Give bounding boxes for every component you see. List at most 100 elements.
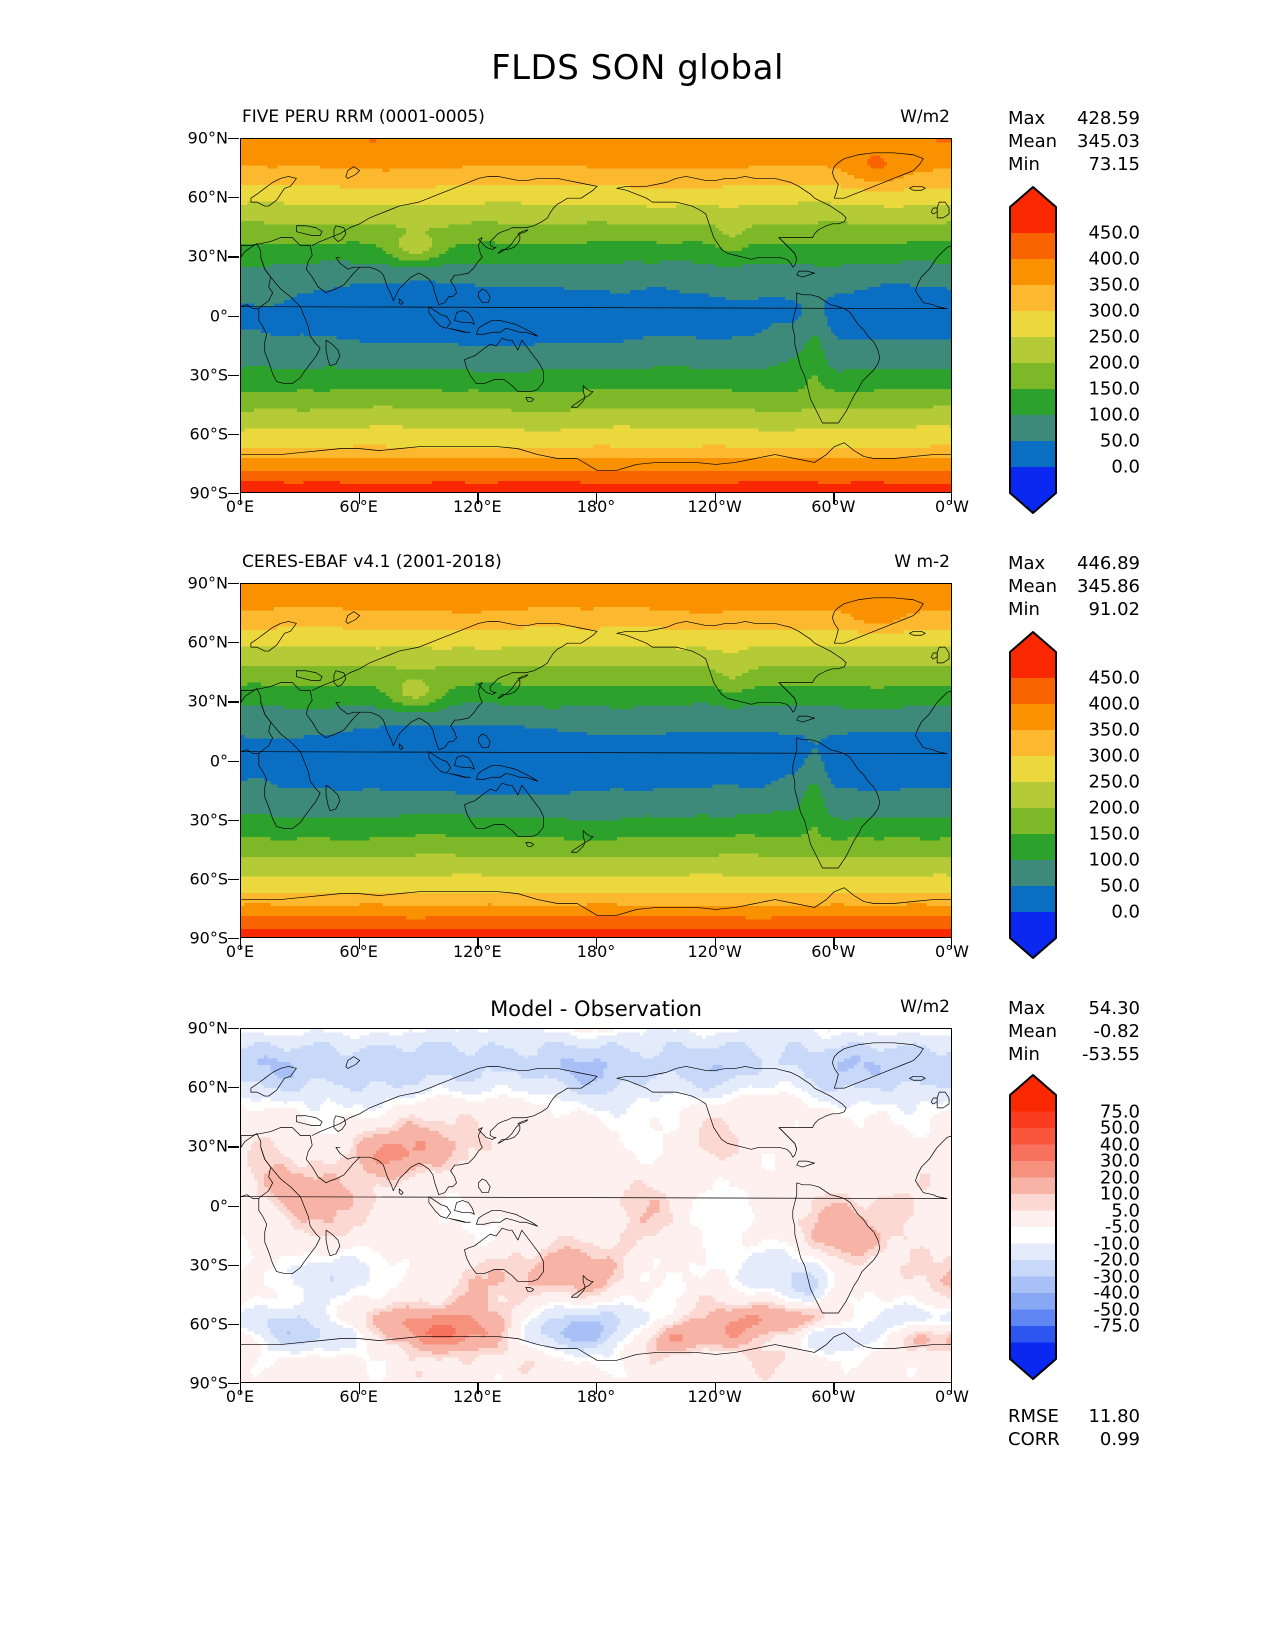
x-axis-tick-label: 120°E	[453, 1387, 502, 1406]
map-plot-observation	[240, 583, 952, 938]
y-axis-tick	[228, 493, 239, 495]
y-axis-tick-label: 90°S	[189, 1373, 228, 1393]
x-axis-tick	[477, 1383, 479, 1394]
colorbar-tick-label: 200.0	[1088, 797, 1140, 819]
stat-value: 446.89	[1077, 553, 1140, 574]
y-axis-tick-label: 30°N	[187, 246, 228, 266]
map-svg-observation	[241, 584, 951, 937]
x-axis-tick-label: 0°E	[225, 942, 255, 961]
colorbar-tick-label: 0.0	[1111, 456, 1140, 478]
y-axis-tick-label: 90°N	[187, 573, 228, 593]
stat-label: Mean	[1008, 131, 1058, 152]
y-axis-tick-label: 30°N	[187, 1136, 228, 1156]
panel-title-label: Model - Observation	[490, 997, 702, 1021]
y-axis-labels: 90°N 60°N 30°N 0° 30°S 60°S 90°S	[150, 574, 234, 948]
y-axis-tick-label: 60°N	[187, 1077, 228, 1097]
stat-value: 345.86	[1077, 576, 1140, 597]
y-axis-tick-label: 0°	[209, 306, 228, 325]
panel-units-label: W m-2	[894, 552, 950, 572]
y-axis-tick	[228, 315, 239, 317]
stat-row: Mean 345.03	[1008, 130, 1140, 153]
x-axis-tick	[833, 938, 835, 949]
x-axis-tick	[240, 1383, 242, 1394]
page-title: FLDS SON global	[491, 48, 784, 88]
stat-row: Max 446.89	[1008, 552, 1140, 575]
colorbar-observation: 450.0 400.0 350.0 300.0 250.0 200.0 150.0 100.0…	[1008, 630, 1140, 960]
y-axis-tick	[228, 642, 239, 644]
stat-value: 345.03	[1077, 131, 1140, 152]
x-axis-tick-label: 60°W	[811, 942, 856, 961]
y-axis-tick	[228, 1323, 239, 1326]
y-axis-tick-label: 60°N	[187, 632, 228, 652]
colorbar-tick-label: 450.0	[1088, 667, 1140, 689]
colorbar-tick-label: 300.0	[1088, 745, 1140, 767]
colorbar-tick-label: 50.0	[1099, 875, 1140, 897]
x-axis-tick	[240, 938, 242, 949]
y-axis-labels: 90°N 60°N 30°N 0° 30°S 60°S 90°S	[150, 1019, 234, 1393]
x-axis-tick	[596, 1383, 598, 1394]
colorbar-tick-label: 450.0	[1088, 222, 1140, 244]
stat-label: Max	[1008, 108, 1046, 129]
x-axis-tick-label: 120°W	[687, 1387, 742, 1406]
colorbar-tick-label: 350.0	[1088, 719, 1140, 741]
colorbar-tick-label: 75.0	[1099, 1101, 1140, 1122]
colorbar-svg	[1009, 186, 1057, 514]
stat-label: Min	[1008, 599, 1040, 620]
colorbar-tick-label: -50.0	[1093, 1299, 1140, 1320]
y-axis-tick-label: 90°S	[189, 483, 228, 503]
x-axis-tick-label: 0°E	[225, 497, 255, 516]
footer-stat-label: RMSE	[1008, 1406, 1059, 1427]
y-axis-tick-label: 30°S	[189, 365, 228, 385]
x-axis-tick-label: 120°W	[687, 497, 742, 516]
map-plot-model	[240, 138, 952, 493]
y-axis-tick	[228, 138, 239, 140]
stat-row: Min 91.02	[1008, 598, 1140, 621]
footer-stat-value: 11.80	[1088, 1406, 1140, 1427]
x-axis-tick-label: 120°E	[453, 942, 502, 961]
stat-row: Min 73.15	[1008, 153, 1140, 176]
colorbar-tick-label: -20.0	[1093, 1249, 1140, 1271]
y-axis-tick	[228, 1205, 239, 1207]
x-axis-tick	[240, 493, 242, 504]
y-axis-tick	[228, 938, 239, 940]
y-axis-tick-label: 60°S	[189, 869, 228, 889]
colorbar-difference: 75.0 50.0 40.0 30.0 20.0 10.0 5.0 -5.0 -10.0 -20.…	[1008, 1073, 1140, 1381]
y-axis-tick-label: 60°S	[189, 424, 228, 444]
x-axis-tick	[950, 938, 952, 949]
footer-stat-value: 0.99	[1099, 1429, 1140, 1450]
y-axis-tick	[228, 760, 239, 762]
x-axis-tick-label: 60°W	[811, 497, 856, 516]
colorbar-tick-label: 5.0	[1111, 1200, 1140, 1221]
panel-units-label: W/m2	[900, 107, 950, 127]
panel-header: FIVE PERU RRM (0001-0005) W/m2	[240, 105, 952, 133]
y-axis-tick	[228, 1383, 239, 1385]
y-axis-tick	[228, 374, 239, 376]
y-axis-tick	[228, 433, 239, 436]
y-axis-tick-label: 90°N	[187, 1018, 228, 1038]
stat-value: 73.15	[1088, 154, 1140, 175]
panel-source-label: CERES-EBAF v4.1 (2001-2018)	[242, 552, 502, 572]
x-axis-tick-label: 0°W	[935, 497, 969, 516]
stat-label: Mean	[1008, 1021, 1058, 1042]
x-axis-labels: 0°E 60°E 120°E 180° 120°W 60°W 0°W	[226, 1387, 969, 1413]
footer-stat-row: CORR 0.99	[1008, 1428, 1140, 1451]
colorbar-tick-label: 50.0	[1099, 1117, 1140, 1139]
colorbar-tick-label: -40.0	[1093, 1282, 1140, 1304]
x-axis-tick	[358, 938, 360, 949]
stat-label: Min	[1008, 1044, 1040, 1065]
panel-stats: Max 428.59 Mean 345.03 Min 73.15	[1008, 107, 1140, 176]
x-axis-tick	[596, 938, 598, 949]
colorbar-model: 450.0 400.0 350.0 300.0 250.0 200.0 150.0 100.0…	[1008, 185, 1140, 515]
colorbar-tick-label: 250.0	[1088, 326, 1140, 348]
stat-label: Mean	[1008, 576, 1058, 597]
map-plot-difference	[240, 1028, 952, 1383]
colorbar-tick-label: 400.0	[1088, 693, 1140, 715]
colorbar-tick-label: 250.0	[1088, 771, 1140, 793]
y-axis-tick	[228, 1264, 239, 1266]
colorbar-svg	[1009, 631, 1057, 959]
stat-label: Max	[1008, 553, 1046, 574]
x-axis-tick	[950, 493, 952, 504]
colorbar-tick-label: 40.0	[1099, 1134, 1140, 1155]
stat-value: 428.59	[1077, 108, 1140, 129]
x-axis-tick-label: 180°	[576, 1387, 616, 1406]
